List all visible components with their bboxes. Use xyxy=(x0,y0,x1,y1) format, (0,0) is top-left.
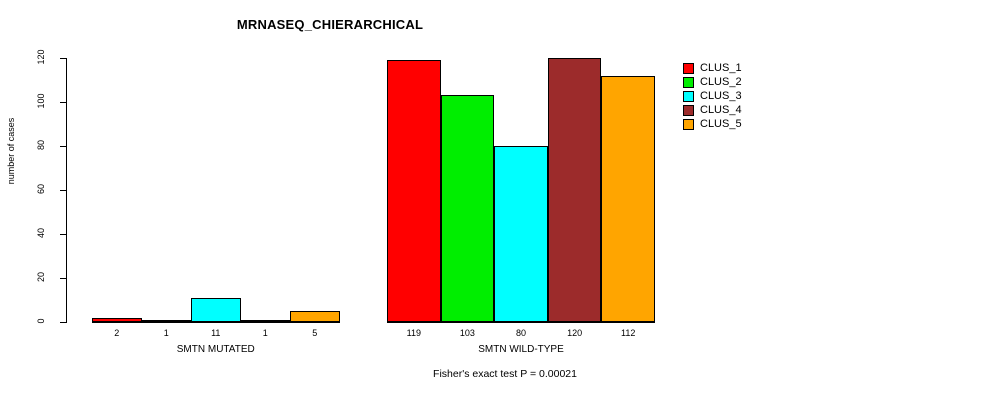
y-axis-line xyxy=(66,58,67,323)
bar-value-label: 5 xyxy=(312,328,318,338)
bar-clus_5-smtn-mutated xyxy=(290,311,340,322)
bar-value-label: 2 xyxy=(114,328,120,338)
y-axis-tick-mark xyxy=(60,234,66,235)
bar-clus_1-smtn-mutated xyxy=(92,317,142,322)
legend-item-clus_5[interactable]: CLUS_5 xyxy=(683,117,742,131)
group-baseline xyxy=(387,322,655,323)
legend-item-label: CLUS_5 xyxy=(700,117,742,130)
legend-swatch-icon xyxy=(683,76,694,88)
legend-item-label: CLUS_3 xyxy=(700,89,742,102)
bar-value-label: 11 xyxy=(211,328,221,338)
y-axis-tick-label: 0 xyxy=(36,318,46,324)
legend-item-label: CLUS_4 xyxy=(700,103,742,116)
group-axis-label: SMTN WILD-TYPE xyxy=(478,344,564,355)
y-axis-tick-label: 80 xyxy=(36,140,46,151)
bar-clus_5-smtn-wild-type xyxy=(601,75,655,322)
bar-clus_4-smtn-wild-type xyxy=(547,58,602,322)
statistical-test-caption: Fisher's exact test P = 0.00021 xyxy=(433,368,577,380)
legend-swatch-icon xyxy=(683,62,694,74)
bar-clus_2-smtn-mutated xyxy=(141,319,191,322)
y-axis-tick-mark xyxy=(60,58,66,59)
bar-value-label: 119 xyxy=(406,328,421,338)
legend-item-clus_3[interactable]: CLUS_3 xyxy=(683,89,742,103)
bar-value-label: 80 xyxy=(515,328,526,338)
y-axis-tick-mark xyxy=(60,146,66,147)
legend-item-label: CLUS_1 xyxy=(700,61,742,74)
bar-value-label: 103 xyxy=(459,328,475,338)
legend-item-clus_2[interactable]: CLUS_2 xyxy=(683,75,742,89)
legend-item-clus_4[interactable]: CLUS_4 xyxy=(683,103,742,117)
legend-swatch-icon xyxy=(683,118,694,130)
legend-item-label: CLUS_2 xyxy=(700,75,742,88)
bar-clus_4-smtn-mutated xyxy=(240,319,290,322)
y-axis-tick-mark xyxy=(60,102,66,103)
y-axis-tick-mark xyxy=(60,278,66,279)
y-axis-tick-mark xyxy=(60,190,66,191)
bar-clus_2-smtn-wild-type xyxy=(440,95,495,322)
y-axis-tick-mark xyxy=(60,322,66,323)
legend-item-clus_1[interactable]: CLUS_1 xyxy=(683,61,742,75)
bar-value-label: 1 xyxy=(262,328,268,338)
bar-value-label: 120 xyxy=(567,328,583,338)
y-axis-title: number of cases xyxy=(6,117,16,185)
group-axis-label: SMTN MUTATED xyxy=(176,344,255,355)
bar-clus_1-smtn-wild-type xyxy=(387,60,441,322)
legend-swatch-icon xyxy=(683,90,694,102)
bar-clus_3-smtn-mutated xyxy=(191,297,241,322)
bar-clus_3-smtn-wild-type xyxy=(494,146,548,322)
y-axis-tick-label: 120 xyxy=(36,49,46,65)
y-axis-tick-label: 20 xyxy=(36,272,46,283)
y-axis-tick-label: 40 xyxy=(36,228,46,239)
chart-legend: CLUS_1 CLUS_2 CLUS_3 CLUS_4 CLUS_5 xyxy=(683,61,742,131)
y-axis-tick-label: 60 xyxy=(36,184,46,195)
bar-value-label: 1 xyxy=(163,328,169,338)
y-axis-tick-label: 100 xyxy=(36,93,46,109)
group-baseline xyxy=(92,322,340,323)
chart-title: MRNASEQ_CHIERARCHICAL xyxy=(236,17,424,32)
legend-swatch-icon xyxy=(683,104,694,116)
bar-value-label: 112 xyxy=(621,328,636,338)
